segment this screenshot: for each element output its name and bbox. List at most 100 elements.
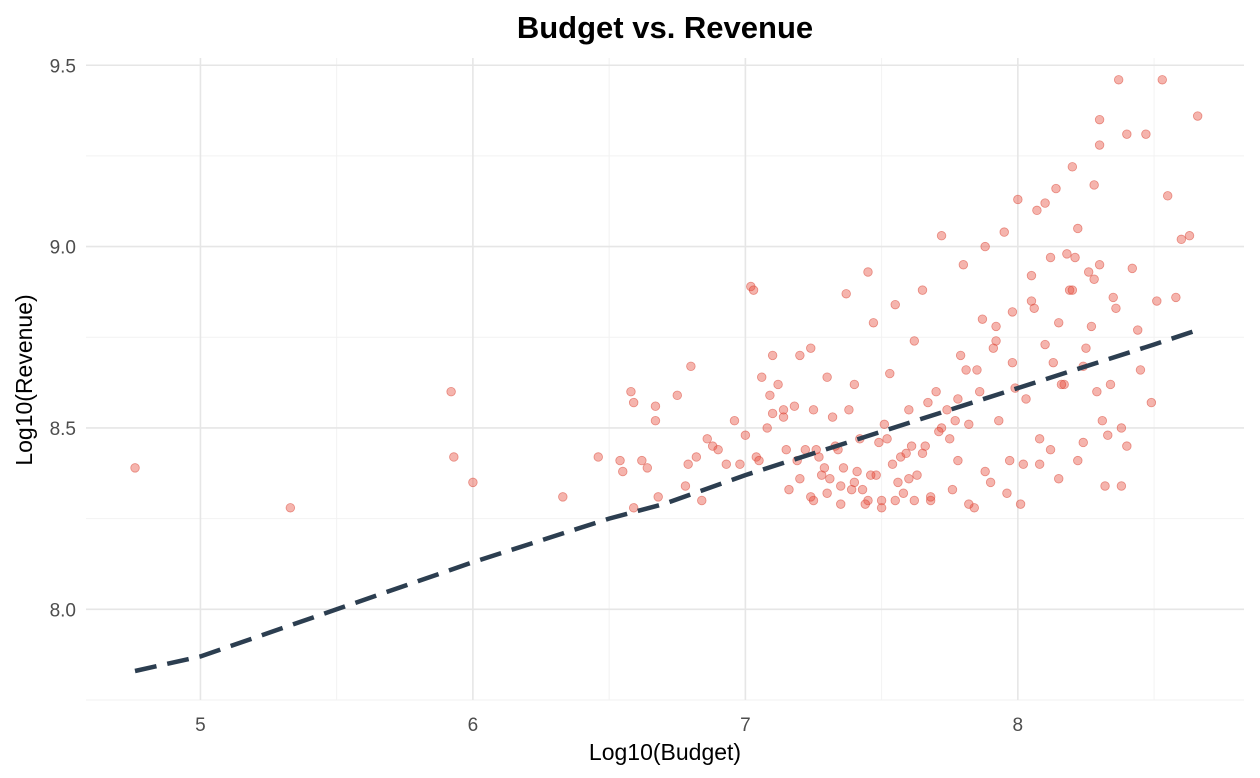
data-point	[879, 419, 890, 430]
data-point	[846, 484, 857, 495]
y-tick-label: 9.5	[50, 56, 76, 77]
data-point	[1007, 357, 1018, 368]
data-point	[1113, 75, 1124, 85]
data-point	[836, 481, 846, 491]
data-point	[1013, 194, 1023, 205]
data-point	[1094, 114, 1105, 125]
data-point	[890, 495, 900, 506]
data-point	[868, 318, 879, 328]
data-point	[1105, 379, 1116, 390]
data-point	[901, 448, 911, 459]
data-point	[945, 434, 955, 444]
data-point	[827, 412, 838, 422]
data-point	[1086, 321, 1097, 332]
data-point	[729, 416, 740, 426]
data-point	[707, 441, 718, 451]
data-point	[874, 437, 884, 448]
data-point	[972, 365, 982, 375]
y-tick-label: 8.0	[50, 600, 76, 621]
data-point	[950, 416, 960, 426]
data-point	[964, 419, 974, 430]
data-point	[977, 314, 988, 324]
data-point	[1026, 270, 1037, 281]
data-point	[1032, 205, 1042, 216]
data-point	[958, 260, 969, 270]
data-point	[1040, 339, 1050, 350]
data-point	[917, 285, 928, 295]
data-point	[852, 466, 862, 477]
data-point	[618, 466, 628, 477]
data-point	[806, 343, 816, 353]
data-point	[773, 379, 783, 390]
data-point	[697, 495, 707, 506]
data-point	[558, 492, 568, 502]
data-point	[626, 386, 636, 397]
data-point	[1081, 343, 1091, 353]
data-point	[964, 499, 974, 509]
x-tick-label: 6	[468, 715, 479, 736]
data-point	[762, 423, 772, 433]
data-point	[468, 477, 478, 488]
data-point	[653, 492, 663, 502]
data-point	[1171, 292, 1181, 303]
data-point	[876, 495, 887, 506]
data-point	[1122, 129, 1132, 139]
data-point	[1056, 379, 1067, 390]
data-point	[683, 459, 693, 469]
data-point	[1146, 397, 1157, 408]
data-point	[1059, 379, 1069, 390]
y-axis-label: Log10(Revenue)	[11, 294, 37, 465]
data-point	[1089, 180, 1099, 190]
data-point	[748, 285, 759, 295]
major-gridlines	[86, 58, 1244, 700]
data-point	[975, 386, 985, 397]
data-point	[953, 394, 963, 404]
data-point	[1018, 459, 1028, 469]
data-point	[672, 390, 682, 401]
data-point	[789, 401, 800, 411]
minor-gridlines	[86, 58, 1244, 701]
data-point	[1045, 252, 1056, 263]
data-point	[942, 405, 952, 415]
data-point	[650, 401, 661, 411]
data-point	[912, 470, 922, 480]
data-point	[876, 503, 887, 513]
data-point	[1040, 198, 1050, 208]
data-point	[904, 474, 914, 484]
data-point	[735, 459, 745, 469]
data-point	[1089, 274, 1099, 284]
data-point	[885, 368, 895, 379]
data-point	[822, 372, 832, 382]
data-point	[1004, 455, 1015, 466]
data-point	[1073, 455, 1083, 466]
data-point	[1034, 459, 1045, 469]
data-point	[825, 474, 835, 484]
y-tick-labels: 8.0 8.5 9.0 9.5	[50, 56, 76, 621]
data-point	[906, 441, 917, 451]
data-point	[1135, 365, 1146, 375]
data-point	[969, 503, 979, 513]
data-point	[931, 386, 941, 397]
data-point	[909, 495, 920, 506]
data-point	[806, 492, 816, 502]
data-point	[1094, 260, 1105, 270]
data-point	[686, 361, 696, 372]
data-point	[838, 463, 849, 473]
data-point	[844, 405, 854, 415]
data-point	[130, 463, 140, 473]
data-point	[898, 488, 909, 498]
data-point	[1026, 296, 1037, 306]
data-point	[1163, 191, 1173, 201]
data-point	[819, 463, 830, 473]
trend-line	[134, 327, 1199, 674]
data-point	[1062, 249, 1072, 259]
data-point	[893, 477, 903, 488]
data-point	[822, 488, 832, 498]
data-point	[721, 459, 732, 469]
data-point	[1176, 234, 1187, 245]
data-point	[702, 434, 712, 444]
data-point	[740, 430, 751, 440]
data-point	[446, 386, 456, 397]
data-point	[449, 452, 459, 462]
